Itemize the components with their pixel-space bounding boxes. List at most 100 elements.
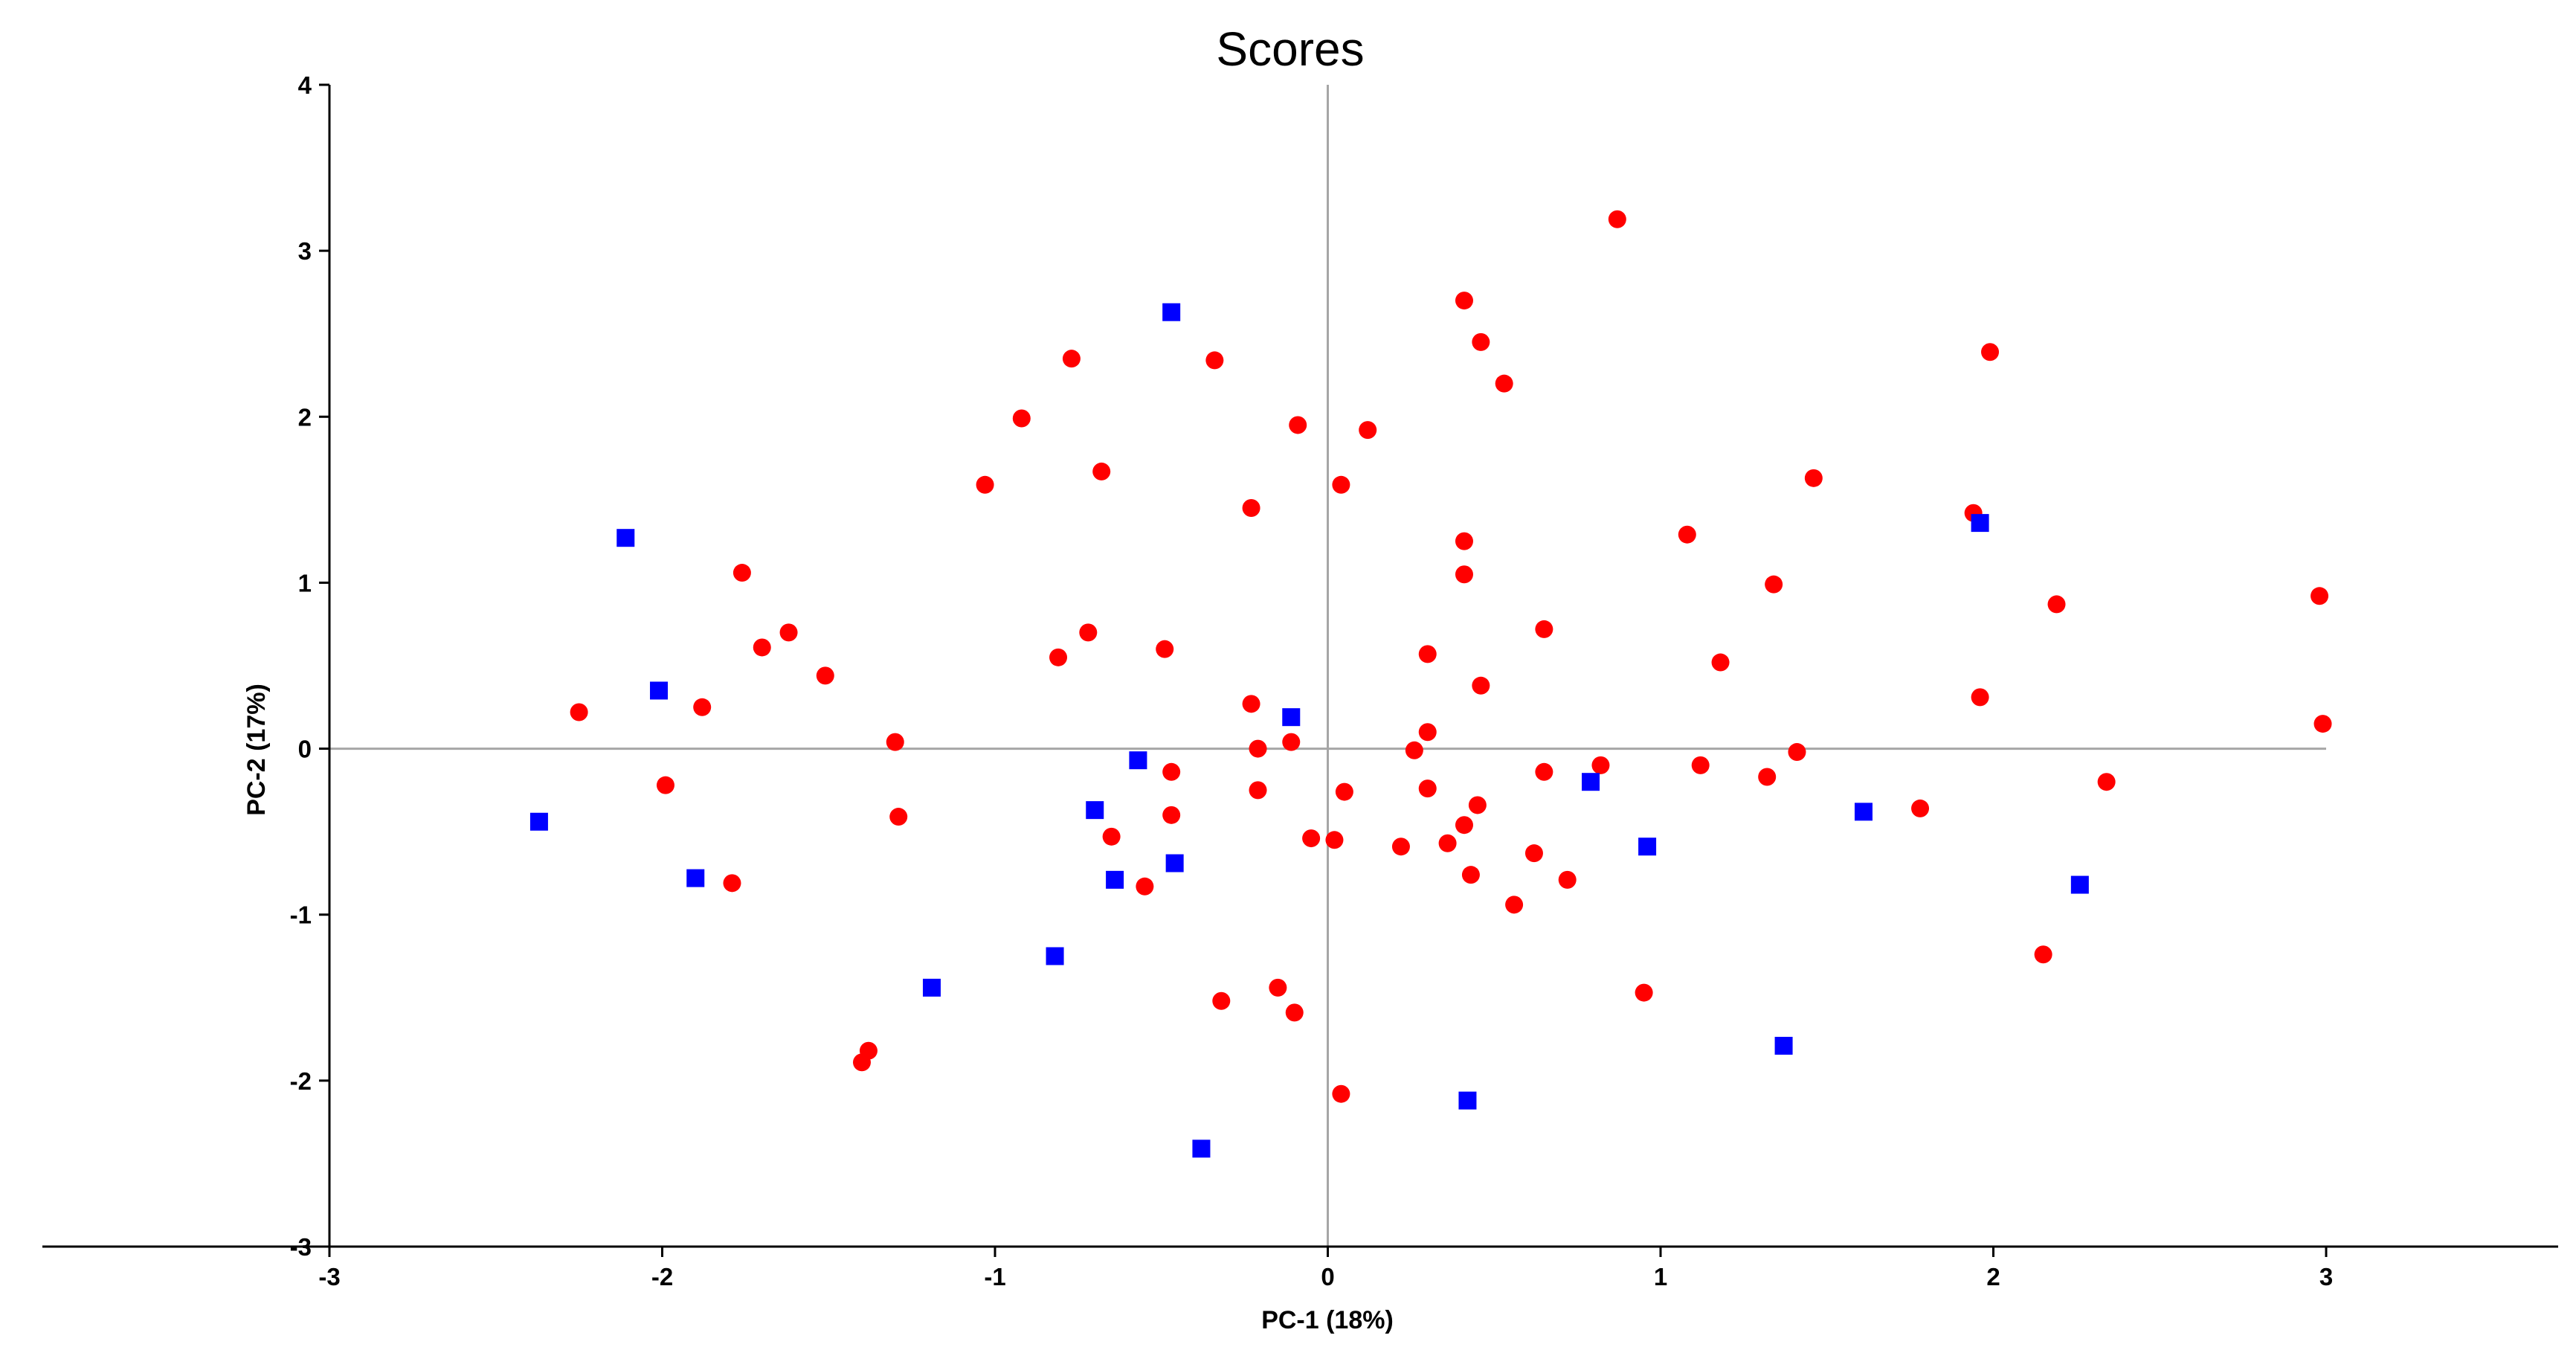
circle-point [1758,768,1777,786]
circle-point [1212,991,1231,1010]
circle-point [1495,374,1513,393]
square-point [1282,708,1301,727]
square-point [1129,751,1147,770]
square-point [529,812,548,831]
circle-point [1282,733,1301,751]
circle-point [1788,743,1806,762]
circle-point [1289,416,1307,434]
circle-point [732,564,751,582]
circle-point [1455,816,1473,835]
circle-point [1332,1084,1350,1103]
circle-point [1012,409,1031,428]
circle-point [1765,575,1783,594]
circle-point [1418,645,1437,663]
circle-point [1269,978,1287,997]
circle-point [1505,896,1524,914]
circle-point [2034,945,2052,964]
x-tick-label: -2 [651,1263,673,1290]
square-point [1971,514,1989,533]
circle-point [1405,741,1423,759]
square-point [1192,1139,1211,1158]
circle-point [1049,648,1068,666]
circle-point [1461,866,1480,884]
axes: -3 -2 -1 0 1 2 3 -3 -2 -1 0 1 2 3 4 [42,71,2558,1290]
circle-point [1062,350,1081,368]
square-point [1774,1036,1793,1055]
y-tick-label: 0 [298,736,312,763]
square-point [1162,303,1181,321]
circle-point [1971,688,1989,707]
square-point [1046,947,1064,965]
x-tick-label: 3 [2319,1263,2333,1290]
circle-point [1524,844,1543,863]
circle-point [1162,806,1181,824]
circle-point [1156,640,1174,658]
circle-point [779,623,798,642]
circle-point [1092,462,1111,480]
circle-point [1205,351,1224,370]
square-point [1458,1091,1477,1110]
x-axis-label: PC-1 (18%) [1261,1306,1394,1334]
square-point [1165,854,1184,872]
circle-point [889,808,908,826]
circle-point [1359,421,1377,440]
square-point [1086,801,1104,820]
square-point [650,681,669,700]
x-axis-ticks: -3 -2 -1 0 1 2 3 [318,1247,2333,1290]
circle-point [1635,983,1653,1002]
circle-point [1455,565,1473,584]
chart-title: Scores [1216,22,1364,76]
circle-point [1249,781,1267,800]
square-point [1106,870,1124,889]
circle-point [886,733,904,751]
y-tick-label: 1 [298,569,312,597]
y-axis-ticks: -3 -2 -1 0 1 2 3 4 [290,71,329,1261]
circle-point [1162,762,1181,781]
y-tick-label: 4 [298,71,312,99]
circle-point [976,475,994,494]
circle-point [1335,782,1353,801]
circle-point [1608,210,1626,228]
circle-point [1472,332,1490,351]
circle-point [1438,834,1457,852]
circle-point [2311,587,2329,605]
circle-point [1535,762,1553,781]
circle-point [570,703,588,721]
square-point [1638,838,1657,856]
x-tick-label: -3 [318,1263,340,1290]
y-tick-label: 2 [298,403,312,431]
y-tick-label: 3 [298,237,312,265]
y-tick-label: -2 [290,1067,312,1095]
square-point [2070,875,2089,894]
x-tick-label: 0 [1321,1263,1334,1290]
circle-point [1102,827,1121,846]
circle-point [1804,469,1823,487]
square-point [1854,803,1873,821]
circle-point [2313,715,2332,733]
circle-point [2047,595,2066,614]
circle-point [1981,343,2000,361]
y-tick-label: -3 [290,1233,312,1261]
x-tick-label: 2 [1986,1263,2000,1290]
y-tick-label: -1 [290,901,312,929]
circle-point [1535,620,1553,638]
circle-point [1136,877,1154,896]
circle-point [1249,739,1267,758]
zero-lines [329,85,2326,1247]
circle-point [1558,870,1577,889]
circle-point [1242,499,1260,518]
x-tick-label: 1 [1654,1263,1667,1290]
circle-point [1472,676,1490,695]
circle-point [1455,532,1473,550]
data-points [529,210,2332,1158]
circle-point [1711,653,1730,672]
circle-point [1418,779,1437,798]
circle-point [1391,838,1410,856]
x-tick-label: -1 [984,1263,1005,1290]
square-point [1582,773,1600,791]
circle-point [723,874,741,893]
circle-point [1691,756,1710,774]
circle-point [2097,773,2116,791]
circle-point [753,638,771,657]
circle-point [853,1053,871,1072]
